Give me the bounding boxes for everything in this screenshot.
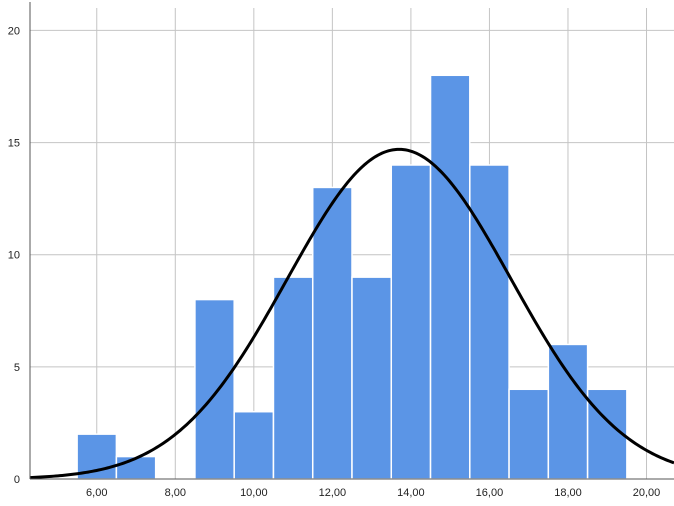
x-tick-label: 12,00 xyxy=(319,487,347,499)
histogram-bar xyxy=(311,186,353,480)
histogram-bar xyxy=(194,298,235,480)
x-tick-label: 18,00 xyxy=(554,487,582,499)
normal-curve-layer xyxy=(29,147,674,480)
histogram-bars xyxy=(76,74,628,480)
histogram-bar xyxy=(351,276,393,480)
x-tick-label: 10,00 xyxy=(240,487,268,499)
y-tick-label: 20 xyxy=(8,25,20,37)
histogram-bar xyxy=(390,164,432,480)
x-tick-label: 16,00 xyxy=(476,487,504,499)
y-tick-label: 15 xyxy=(8,138,20,150)
y-tick-label: 5 xyxy=(14,362,20,374)
histogram-bar xyxy=(429,74,471,480)
y-tick-label: 10 xyxy=(8,250,20,262)
histogram-bar xyxy=(233,410,275,480)
y-tick-label: 0 xyxy=(14,474,20,486)
histogram-bar xyxy=(508,388,550,480)
x-tick-label: 6,00 xyxy=(86,487,107,499)
histogram-bar xyxy=(272,276,314,480)
normal-curve xyxy=(29,147,674,480)
histogram-bar xyxy=(115,455,157,480)
axes xyxy=(29,2,674,480)
histogram-bar xyxy=(547,343,589,480)
x-tick-label: 14,00 xyxy=(397,487,425,499)
x-tick-labels: 6,00 8,00 10,00 12,00 14,00 16,00 18,00 20,00 xyxy=(86,487,660,499)
x-tick-label: 20,00 xyxy=(633,487,661,499)
histogram-bar xyxy=(469,164,510,480)
x-tick-label: 8,00 xyxy=(165,487,186,499)
y-tick-labels: 0 5 10 15 20 xyxy=(8,25,20,486)
